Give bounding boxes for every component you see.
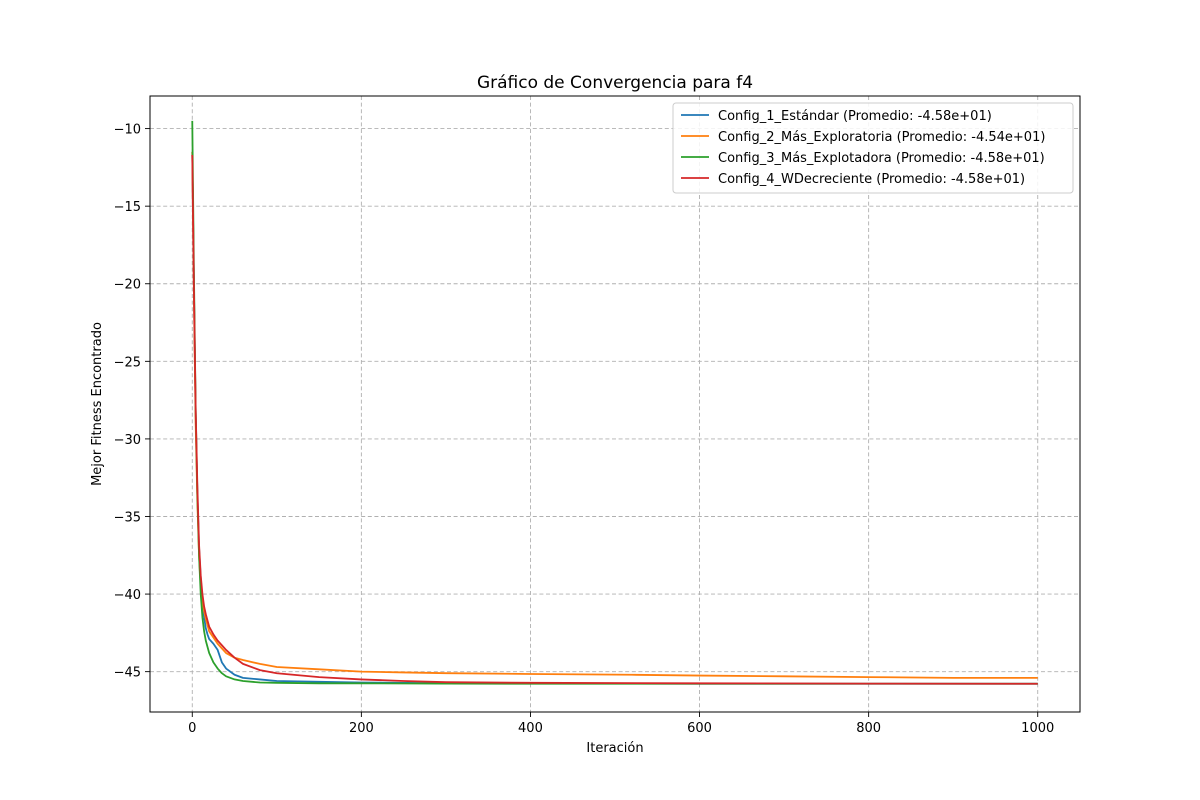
legend-label-3: Config_3_Más_Explotadora (Promedio: -4.5…: [718, 151, 1045, 166]
x-tick-label: 200: [349, 721, 374, 736]
x-tick-label: 1000: [1021, 721, 1054, 736]
plot-frame: [149, 95, 1081, 713]
y-tick-label: −15: [114, 200, 141, 215]
y-tick-label: −25: [114, 355, 141, 370]
legend-frame: [672, 102, 1074, 194]
y-tick-label: −20: [114, 278, 141, 293]
series-lines: [191, 120, 1038, 685]
legend-label-1: Config_1_Estándar (Promedio: -4.58e+01): [718, 109, 992, 124]
y-tick-label: −40: [114, 588, 141, 603]
x-axis-label: Iteración: [586, 741, 643, 756]
x-tick-label: 0: [188, 721, 196, 736]
y-tick-label: −10: [114, 123, 141, 138]
y-axis-label: Mejor Fitness Encontrado: [90, 322, 105, 486]
y-axis-ticks: −10 −15 −20 −25 −30 −35 −40 −45: [114, 123, 150, 681]
chart-title: Gráfico de Convergencia para f4: [477, 73, 753, 93]
x-tick-label: 600: [687, 721, 712, 736]
x-axis-ticks: 0 200 400 600 800 1000: [188, 712, 1054, 736]
y-tick-label: −45: [114, 666, 141, 681]
legend-label-2: Config_2_Más_Exploratoria (Promedio: -4.…: [718, 130, 1045, 145]
legend-label-4: Config_4_WDecreciente (Promedio: -4.58e+…: [718, 172, 1025, 187]
y-tick-label: −35: [114, 510, 141, 525]
legend: Config_1_Estándar (Promedio: -4.58e+01) C…: [672, 102, 1074, 194]
y-tick-label: −30: [114, 433, 141, 448]
legend-items: Config_1_Estándar (Promedio: -4.58e+01) C…: [681, 109, 1045, 187]
series-line-4: [191, 154, 1038, 685]
x-tick-label: 400: [518, 721, 543, 736]
x-tick-label: 800: [856, 721, 881, 736]
